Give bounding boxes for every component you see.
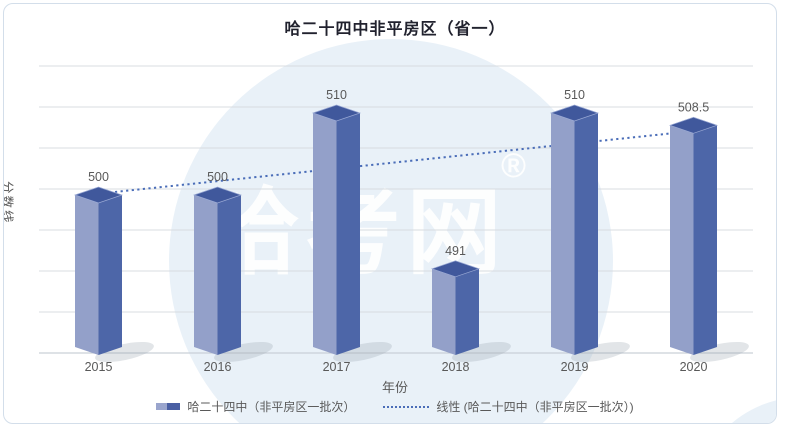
registered-trademark-icon: ® xyxy=(501,147,527,185)
bar-top-face xyxy=(430,260,481,278)
bar-top-face xyxy=(668,116,719,134)
y-axis-title: 分数线 xyxy=(3,181,14,225)
bar-shadow xyxy=(571,341,630,363)
trendline xyxy=(75,127,715,198)
bar-right-face xyxy=(217,195,241,355)
x-axis-title: 年份 xyxy=(381,380,408,395)
series-swatch-icon xyxy=(156,403,181,410)
trendline-swatch-icon xyxy=(383,405,430,408)
bar-right-face xyxy=(455,268,479,355)
bar-shadow xyxy=(690,341,749,363)
x-tick-label: 2015 xyxy=(85,360,113,374)
bar-value-label: 508.5 xyxy=(678,100,709,114)
x-tick-label: 2017 xyxy=(323,360,351,374)
x-tick-label: 2019 xyxy=(561,360,589,374)
bar-left-face xyxy=(313,113,337,355)
x-tick-label: 2020 xyxy=(680,360,708,374)
bar-left-face xyxy=(551,113,575,355)
bar-value-label: 510 xyxy=(326,88,347,102)
bar-right-face xyxy=(336,113,360,355)
chart-title: 哈二十四中非平房区（省一） xyxy=(284,21,506,38)
chart-area: 哈考网 ® 500500510491510508.520152016201720… xyxy=(3,4,776,423)
bar-top-face xyxy=(73,186,124,204)
bar-top-face xyxy=(192,186,243,204)
bar-value-label: 510 xyxy=(564,88,585,102)
bar-value-label: 500 xyxy=(88,170,109,184)
bar-left-face xyxy=(670,125,694,355)
bar-left-face xyxy=(194,195,218,355)
bar-right-face xyxy=(693,125,717,355)
bar-left-face xyxy=(432,268,456,355)
watermark-circle-backdrop xyxy=(169,39,613,423)
bar-right-face xyxy=(574,113,598,355)
bar-left-face xyxy=(75,195,99,355)
bar-top-face xyxy=(311,104,362,122)
bar-value-label: 500 xyxy=(207,170,228,184)
x-tick-label: 2016 xyxy=(204,360,232,374)
legend-series-label: 哈二十四中（非平房区一批次） xyxy=(187,400,356,414)
x-tick-label: 2018 xyxy=(442,360,470,374)
bar-right-face xyxy=(98,195,122,355)
bar-value-label: 491 xyxy=(445,244,466,258)
bar-shadow xyxy=(333,341,392,363)
bar-shadow xyxy=(214,341,273,363)
legend-trendline-label: 线性 (哈二十四中（非平房区一批次）) xyxy=(436,400,634,414)
chart-canvas: 500 500 510 491 510 508.5 2015 2016 2017 2018 2019… xyxy=(39,65,753,374)
bar-shadow xyxy=(95,341,154,363)
chart-legend: 哈二十四中（非平房区一批次） 线性 (哈二十四中（非平房区一批次）) xyxy=(4,398,776,415)
bar-top-face xyxy=(549,104,600,122)
chart-frame: 哈考网 ® 500500510491510508.520152016201720… xyxy=(3,3,777,424)
bar-shadow xyxy=(452,341,511,363)
